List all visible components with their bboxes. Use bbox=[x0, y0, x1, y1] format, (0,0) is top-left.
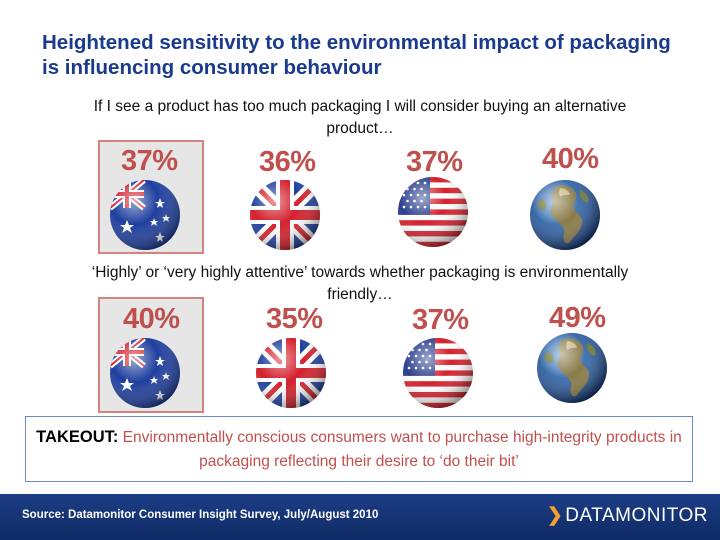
page-title: Heightened sensitivity to the environmen… bbox=[42, 31, 671, 79]
stat-global-1: 40% bbox=[542, 143, 599, 175]
globe-icon bbox=[537, 333, 607, 403]
footer-bar: Source: Datamonitor Consumer Insight Sur… bbox=[0, 494, 720, 540]
stat-us-2: 37% bbox=[412, 304, 469, 336]
takeout-label: TAKEOUT: bbox=[36, 428, 119, 446]
uk-flag-icon bbox=[250, 180, 320, 250]
stat-us-1: 37% bbox=[406, 146, 463, 178]
stat-global-2: 49% bbox=[549, 302, 606, 334]
datamonitor-logo: ❯ DATAMONITOR bbox=[547, 504, 708, 527]
us-flag-icon bbox=[398, 177, 468, 247]
chevron-right-icon: ❯ bbox=[546, 505, 564, 526]
australia-flag-icon bbox=[110, 180, 180, 250]
stat-australia-2: 40% bbox=[123, 303, 180, 335]
stat-uk-2: 35% bbox=[266, 303, 323, 335]
source-citation: Source: Datamonitor Consumer Insight Sur… bbox=[22, 509, 379, 521]
us-flag-icon bbox=[403, 338, 473, 408]
question-2: ‘Highly’ or ‘very highly attentive’ towa… bbox=[91, 264, 629, 303]
globe-icon bbox=[530, 180, 600, 250]
logo-text: DATAMONITOR bbox=[565, 505, 708, 526]
australia-flag-icon bbox=[110, 338, 180, 408]
takeout-text: Environmentally conscious consumers want… bbox=[122, 429, 682, 470]
takeout-box: TAKEOUT: Environmentally conscious consu… bbox=[25, 416, 693, 482]
stat-uk-1: 36% bbox=[259, 146, 316, 178]
uk-flag-icon bbox=[256, 338, 326, 408]
question-1: If I see a product has too much packagin… bbox=[93, 98, 627, 137]
stat-australia-1: 37% bbox=[121, 145, 178, 177]
